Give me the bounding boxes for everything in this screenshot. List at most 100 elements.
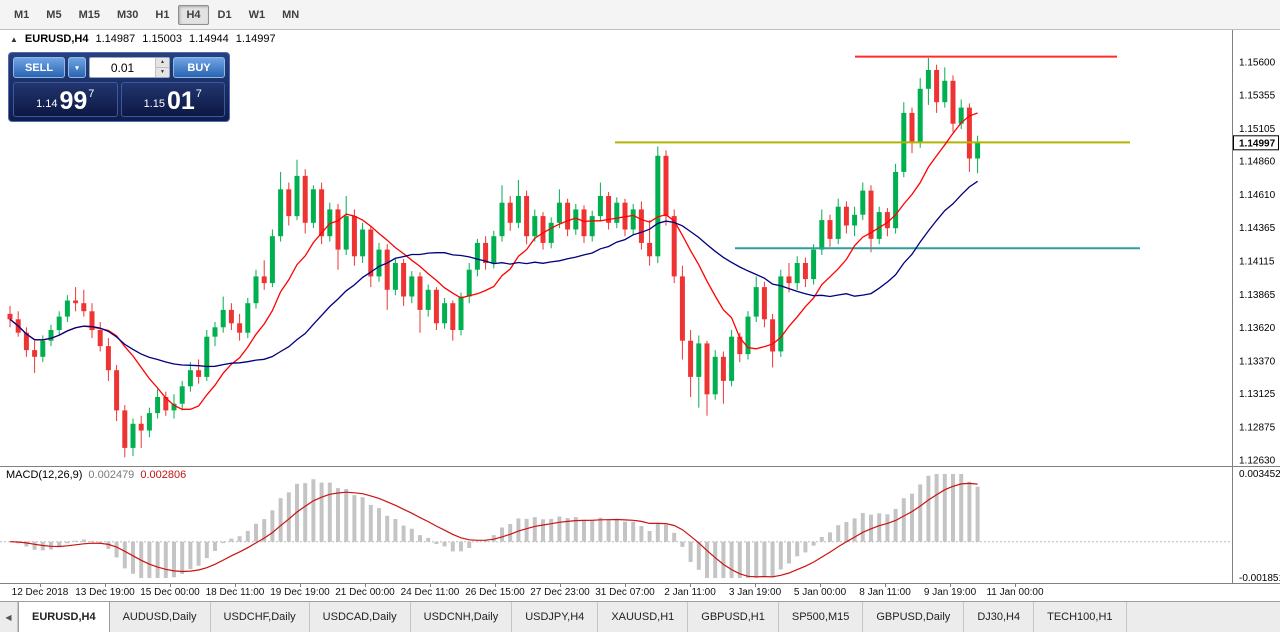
- chart-tab-gbpusd-daily[interactable]: GBPUSD,Daily: [863, 602, 965, 632]
- chart-tab-usdcad-daily[interactable]: USDCAD,Daily: [310, 602, 411, 632]
- macd-indicator-name: MACD(12,26,9): [6, 469, 83, 481]
- timeframe-button-mn[interactable]: MN: [274, 5, 307, 25]
- volume-dropdown-button[interactable]: ▾: [68, 57, 86, 78]
- time-axis-tick: [235, 584, 236, 587]
- price-axis-label: 1.12630: [1239, 456, 1276, 467]
- macd-signal-value: 0.002806: [140, 469, 187, 481]
- timeframe-button-h4[interactable]: H4: [178, 4, 209, 25]
- macd-label: MACD(12,26,9) 0.002479 0.002806: [6, 469, 186, 481]
- time-axis-label: 12 Dec 2018: [11, 587, 69, 598]
- chart-symbol-label: EURUSD,H4: [24, 33, 89, 45]
- time-axis-tick: [820, 584, 821, 587]
- time-axis-label: 31 Dec 07:00: [595, 587, 655, 598]
- time-axis-label: 24 Dec 11:00: [400, 587, 460, 598]
- time-axis-tick: [625, 584, 626, 587]
- timeframe-button-m1[interactable]: M1: [6, 5, 37, 25]
- time-axis-label: 3 Jan 19:00: [728, 587, 782, 598]
- macd-value: 0.002479: [88, 469, 135, 481]
- volume-increase-button[interactable]: ▲: [156, 58, 169, 68]
- main-chart-svg[interactable]: 1.15600 1.15355 1.15105 1.14860 1.14610 1.143…: [0, 30, 1280, 466]
- time-axis[interactable]: 12 Dec 2018 13 Dec 19:00 15 Dec 00:00 18 De…: [0, 584, 1280, 601]
- macd-axis-max-label: 0.003452: [1239, 469, 1280, 480]
- time-axis-label: 11 Jan 00:00: [986, 587, 1044, 598]
- price-axis-label: 1.13125: [1239, 389, 1276, 400]
- time-axis-tick: [170, 584, 171, 587]
- price-axis-label: 1.15105: [1239, 124, 1276, 135]
- price-axis-label: 1.15355: [1239, 90, 1276, 101]
- chart-tab-audusd-daily[interactable]: AUDUSD,Daily: [110, 602, 211, 632]
- ohlc-close: 1.14997: [235, 33, 276, 45]
- time-axis-label: 27 Dec 23:00: [530, 587, 590, 598]
- time-axis-label: 13 Dec 19:00: [75, 587, 135, 598]
- volume-decrease-button[interactable]: ▼: [156, 68, 169, 77]
- time-axis-tick: [560, 584, 561, 587]
- one-click-trading-panel: SELL ▾ 0.01 ▲ ▼ BUY 1.14 99 7 1.15 01 7: [8, 52, 230, 122]
- time-axis-tick: [430, 584, 431, 587]
- chart-tab-dj30-h4[interactable]: DJ30,H4: [964, 602, 1035, 632]
- ma-slow-blue: [9, 180, 978, 368]
- price-axis-label: 1.14610: [1239, 190, 1276, 201]
- price-axis-label: 1.12875: [1239, 423, 1276, 434]
- timeframe-button-m5[interactable]: M5: [38, 5, 69, 25]
- time-axis-label: 21 Dec 00:00: [335, 587, 395, 598]
- chart-tab-sp500-m15[interactable]: SP500,M15: [779, 602, 864, 632]
- chart-tab-usdchf-daily[interactable]: USDCHF,Daily: [211, 602, 310, 632]
- time-axis-tick: [690, 584, 691, 587]
- time-axis-tick: [300, 584, 301, 587]
- chevron-down-icon: ▾: [75, 64, 79, 72]
- ohlc-open: 1.14987: [95, 33, 136, 45]
- chart-window[interactable]: ▲ EURUSD,H4 1.14987 1.15003 1.14944 1.14…: [0, 30, 1280, 601]
- time-axis-label: 5 Jan 00:00: [793, 587, 847, 598]
- chart-tab-eurusd-h4[interactable]: EURUSD,H4: [18, 602, 110, 632]
- sell-button[interactable]: SELL: [13, 57, 65, 78]
- candlesticks: [7, 58, 981, 458]
- chart-tab-bar: ◀ EURUSD,H4 AUDUSD,Daily USDCHF,Daily USDCA…: [0, 601, 1280, 632]
- volume-field[interactable]: 0.01 ▲ ▼: [89, 57, 170, 78]
- time-axis-label: 9 Jan 19:00: [923, 587, 977, 598]
- price-axis[interactable]: 1.15600 1.15355 1.15105 1.14860 1.14610 1.143…: [1232, 30, 1279, 467]
- timeframe-button-d1[interactable]: D1: [210, 5, 240, 25]
- one-click-toggle-icon[interactable]: ▲: [10, 34, 18, 44]
- time-axis-label: 18 Dec 11:00: [205, 587, 265, 598]
- buy-price-display[interactable]: 1.15 01 7: [120, 82, 225, 117]
- chart-tab-usdcnh-daily[interactable]: USDCNH,Daily: [411, 602, 513, 632]
- timeframe-button-m30[interactable]: M30: [109, 5, 146, 25]
- timeframe-toolbar: M1 M5 M15 M30 H1 H4 D1 W1 MN: [0, 0, 1280, 30]
- chart-tab-gbpusd-h1[interactable]: GBPUSD,H1: [688, 602, 779, 632]
- timeframe-button-h1[interactable]: H1: [147, 5, 177, 25]
- price-axis-label: 1.13865: [1239, 290, 1276, 301]
- time-axis-tick: [950, 584, 951, 587]
- macd-histogram: [16, 474, 980, 578]
- tab-scroll-left-button[interactable]: ◀: [0, 602, 18, 632]
- time-axis-tick: [495, 584, 496, 587]
- ma-fast-red: [9, 112, 978, 410]
- chart-tab-xauusd-h1[interactable]: XAUUSD,H1: [598, 602, 689, 632]
- volume-stepper: ▲ ▼: [155, 58, 169, 77]
- buy-price-big: 01: [166, 87, 195, 115]
- buy-price-pipette: 7: [195, 88, 202, 100]
- volume-input[interactable]: 0.01: [110, 60, 135, 75]
- time-axis-tick: [105, 584, 106, 587]
- buy-price-prefix: 1.15: [143, 98, 165, 110]
- price-axis-label: 1.13620: [1239, 323, 1276, 334]
- timeframe-button-w1[interactable]: W1: [241, 5, 274, 25]
- tab-list: EURUSD,H4 AUDUSD,Daily USDCHF,Daily USDCAD,…: [18, 602, 1127, 632]
- timeframe-button-m15[interactable]: M15: [71, 5, 108, 25]
- time-axis-label: 19 Dec 19:00: [270, 587, 330, 598]
- macd-svg[interactable]: 0.003452 -0.001851: [0, 466, 1280, 584]
- sell-price-display[interactable]: 1.14 99 7: [13, 82, 118, 117]
- time-axis-label: 26 Dec 15:00: [465, 587, 525, 598]
- time-axis-label: 8 Jan 11:00: [859, 587, 911, 598]
- time-axis-tick: [885, 584, 886, 587]
- buy-button[interactable]: BUY: [173, 57, 225, 78]
- macd-axis-min-label: -0.001851: [1239, 573, 1280, 584]
- chart-tab-tech100-h1[interactable]: TECH100,H1: [1034, 602, 1127, 632]
- price-axis-label: 1.14860: [1239, 157, 1276, 168]
- chart-tab-usdjpy-h4[interactable]: USDJPY,H4: [512, 602, 599, 632]
- sell-price-prefix: 1.14: [36, 98, 58, 110]
- time-axis-tick: [1015, 584, 1016, 587]
- time-axis-label: 15 Dec 00:00: [140, 587, 200, 598]
- ohlc-low: 1.14944: [189, 33, 229, 45]
- time-axis-tick: [755, 584, 756, 587]
- price-axis-label: 1.13370: [1239, 356, 1276, 367]
